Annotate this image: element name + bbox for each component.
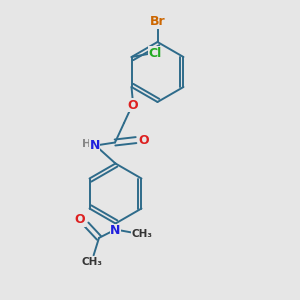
- Text: CH₃: CH₃: [82, 257, 103, 267]
- Text: N: N: [89, 139, 100, 152]
- Text: O: O: [138, 134, 149, 147]
- Text: O: O: [128, 98, 138, 112]
- Text: O: O: [74, 213, 85, 226]
- Text: H: H: [82, 139, 92, 149]
- Text: N: N: [110, 224, 121, 238]
- Text: Cl: Cl: [148, 47, 161, 60]
- Text: CH₃: CH₃: [131, 229, 152, 239]
- Text: Br: Br: [150, 15, 165, 28]
